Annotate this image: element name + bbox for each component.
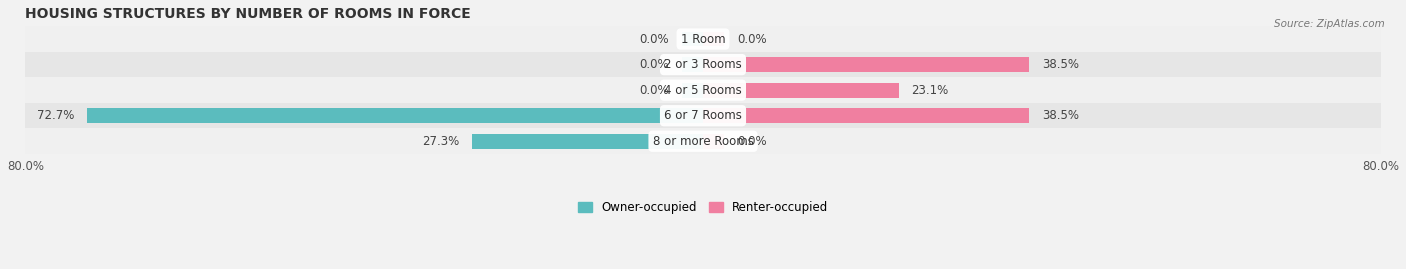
Bar: [703, 108, 1029, 123]
Text: 38.5%: 38.5%: [1042, 58, 1078, 71]
Text: 1 Room: 1 Room: [681, 33, 725, 45]
Text: 0.0%: 0.0%: [640, 84, 669, 97]
Bar: [25, 103, 1381, 129]
Bar: [703, 32, 724, 47]
Bar: [25, 77, 1381, 103]
Text: 6 or 7 Rooms: 6 or 7 Rooms: [664, 109, 742, 122]
Text: 0.0%: 0.0%: [737, 135, 766, 148]
Text: 72.7%: 72.7%: [37, 109, 75, 122]
Text: 0.0%: 0.0%: [640, 33, 669, 45]
Text: 8 or more Rooms: 8 or more Rooms: [652, 135, 754, 148]
Bar: [703, 83, 898, 98]
Text: 2 or 3 Rooms: 2 or 3 Rooms: [664, 58, 742, 71]
Bar: [25, 26, 1381, 52]
Legend: Owner-occupied, Renter-occupied: Owner-occupied, Renter-occupied: [572, 196, 834, 218]
Bar: [472, 134, 703, 149]
Text: 23.1%: 23.1%: [911, 84, 949, 97]
Text: 38.5%: 38.5%: [1042, 109, 1078, 122]
Bar: [703, 57, 1029, 72]
Bar: [25, 52, 1381, 77]
Text: 4 or 5 Rooms: 4 or 5 Rooms: [664, 84, 742, 97]
Bar: [682, 83, 703, 98]
Text: 27.3%: 27.3%: [422, 135, 460, 148]
Bar: [87, 108, 703, 123]
Bar: [682, 32, 703, 47]
Bar: [25, 129, 1381, 154]
Text: 0.0%: 0.0%: [640, 58, 669, 71]
Text: 0.0%: 0.0%: [737, 33, 766, 45]
Text: HOUSING STRUCTURES BY NUMBER OF ROOMS IN FORCE: HOUSING STRUCTURES BY NUMBER OF ROOMS IN…: [25, 7, 471, 21]
Text: Source: ZipAtlas.com: Source: ZipAtlas.com: [1274, 19, 1385, 29]
Bar: [703, 134, 724, 149]
Bar: [682, 57, 703, 72]
